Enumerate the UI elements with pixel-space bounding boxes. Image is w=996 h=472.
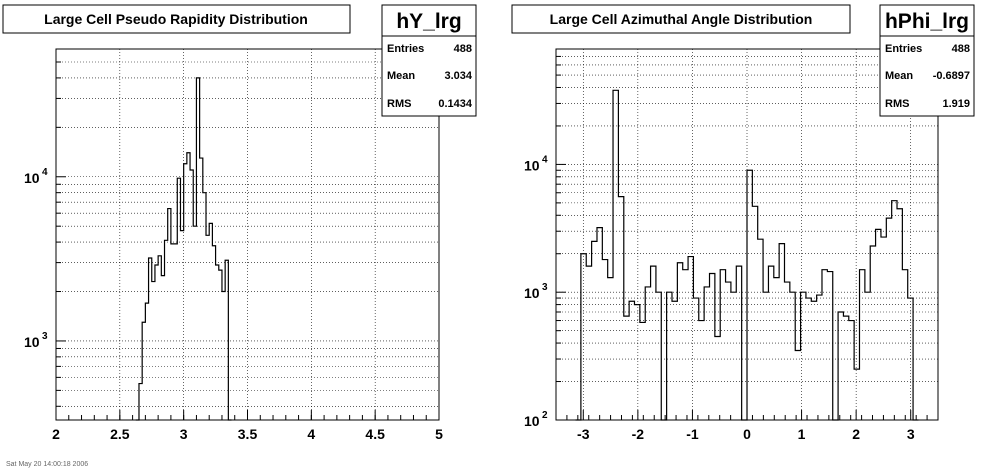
footer-timestamp: Sat May 20 14:00:18 2006: [6, 461, 88, 468]
entries-value: 488: [952, 43, 970, 55]
x-tick-label: 0: [743, 426, 751, 442]
histogram-name: hPhi_lrg: [885, 10, 969, 33]
chart-title: Large Cell Azimuthal Angle Distribution: [550, 11, 813, 27]
x-tick-label: 3: [907, 426, 915, 442]
y-tick-exponent: 4: [42, 167, 48, 178]
stats-box-frame: [381, 4, 477, 117]
y-tick-label: 10: [24, 334, 40, 350]
x-tick-label: 3: [180, 426, 188, 442]
x-tick-label: 4: [307, 426, 315, 442]
x-tick-label: 1: [798, 426, 806, 442]
grid-lines: [556, 49, 938, 420]
x-axis-ticks: 2 2.5 3 3.5 4 4.5 5: [52, 410, 443, 442]
mean-value: 3.034: [444, 70, 472, 82]
stats-box-frame: [879, 4, 975, 117]
title-box: [511, 4, 851, 34]
y-tick-exponent: 4: [542, 154, 548, 165]
x-tick-label: 2: [52, 426, 60, 442]
x-tick-label: 4.5: [365, 426, 385, 442]
x-tick-label: 2.5: [110, 426, 130, 442]
rms-value: 0.1434: [438, 98, 473, 110]
rms-value: 1.919: [942, 98, 970, 110]
histogram-outline: [575, 89, 919, 421]
mean-label: Mean: [387, 70, 415, 82]
entries-label: Entries: [387, 43, 424, 55]
stats-box: hY_lrg Entries 488 Mean 3.034 RMS 0.1434: [381, 4, 477, 117]
histogram-line: [135, 77, 232, 421]
title-box: [2, 4, 351, 34]
grid-lines: [56, 49, 439, 420]
chart-title: Large Cell Pseudo Rapidity Distribution: [44, 11, 308, 27]
y-tick-label: 10: [524, 285, 540, 301]
x-tick-label: -2: [632, 426, 645, 442]
x-tick-label: 5: [435, 426, 443, 442]
histogram-outline: [135, 77, 232, 421]
x-tick-label: 3.5: [238, 426, 258, 442]
entries-value: 488: [454, 43, 472, 55]
y-tick-exponent: 3: [542, 282, 548, 293]
stats-box: hPhi_lrg Entries 488 Mean -0.6897 RMS 1.…: [879, 4, 975, 117]
x-tick-label: -3: [577, 426, 590, 442]
entries-label: Entries: [885, 43, 922, 55]
histogram-line: [575, 89, 919, 421]
y-tick-exponent: 3: [42, 331, 48, 342]
mean-value: -0.6897: [933, 70, 970, 82]
x-tick-label: 2: [852, 426, 860, 442]
y-tick-label: 10: [524, 157, 540, 173]
histogram-name: hY_lrg: [396, 10, 461, 33]
x-axis-ticks: -3 -2 -1 0 1 2 3: [555, 410, 939, 442]
y-tick-label: 10: [24, 170, 40, 186]
mean-label: Mean: [885, 70, 913, 82]
y-tick-exponent: 2: [542, 410, 548, 421]
rms-label: RMS: [885, 98, 909, 110]
rms-label: RMS: [387, 98, 411, 110]
y-tick-label: 10: [524, 413, 540, 429]
x-tick-label: -1: [686, 426, 699, 442]
